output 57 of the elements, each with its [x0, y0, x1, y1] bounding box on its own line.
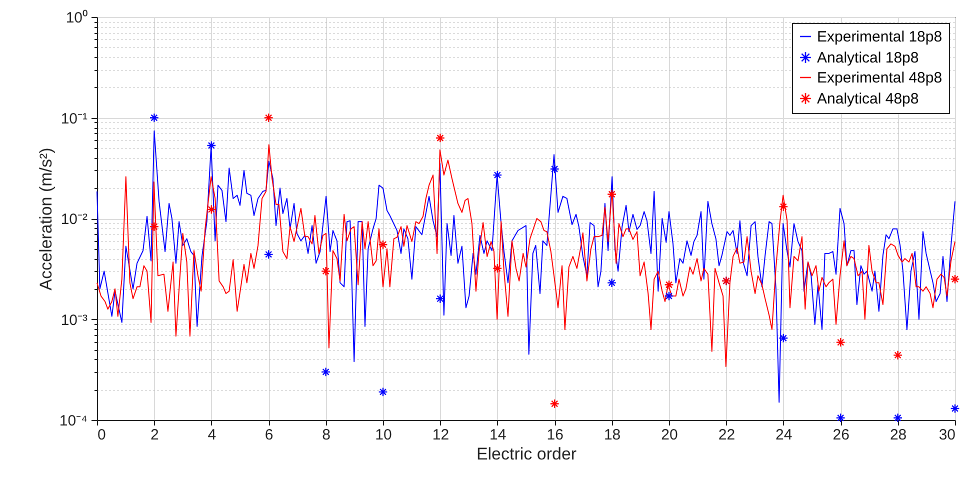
x-tick-label: 20 [661, 426, 678, 444]
x-tick-label: 22 [718, 426, 736, 444]
point [149, 222, 159, 232]
point [836, 413, 846, 423]
y-tick-label: 10⁻² [60, 211, 88, 228]
x-tick-label: 26 [832, 426, 850, 444]
x-tick-label: 14 [490, 426, 506, 444]
x-tick-label: 2 [150, 426, 159, 444]
point [264, 250, 274, 260]
x-tick-label: 6 [264, 426, 274, 444]
x-tick-label: 10 [375, 426, 392, 444]
point [435, 133, 445, 143]
point [206, 140, 216, 150]
point [950, 404, 960, 414]
point [778, 202, 788, 212]
y-tick-label: 10⁻⁴ [59, 412, 88, 430]
x-tick-label: 16 [546, 426, 564, 444]
point [664, 291, 674, 301]
x-axis-title: Electric order [476, 444, 577, 464]
point [836, 338, 846, 348]
legend-label: Experimental 18p8 [817, 28, 942, 46]
x-tick-label: 24 [776, 426, 792, 444]
legend-label: Analytical 18p8 [817, 50, 919, 66]
point [550, 164, 560, 174]
x-tick-label: 4 [208, 426, 216, 444]
point [321, 367, 331, 377]
point [664, 280, 674, 290]
x-tick-label: 28 [890, 426, 907, 444]
point [378, 387, 388, 397]
point [778, 333, 788, 343]
x-tick-label: 0 [98, 426, 106, 444]
point [893, 350, 903, 360]
point [893, 413, 903, 423]
y-tick-label: 10⁻¹ [60, 110, 88, 128]
x-tick-label: 30 [938, 426, 956, 444]
y-tick-label: 10⁰ [66, 10, 88, 26]
y-axis-title: Acceleration (m/s²) [36, 148, 56, 290]
point [550, 398, 560, 409]
point [206, 204, 216, 214]
point [321, 266, 331, 276]
line-series [96, 144, 956, 367]
legend-label: Experimental 48p8 [817, 70, 942, 86]
point [492, 170, 502, 180]
point [607, 189, 617, 200]
point [492, 264, 502, 274]
y-tick-label: 10⁻³ [60, 312, 88, 329]
point [149, 112, 159, 123]
point [950, 274, 960, 284]
x-tick-label: 8 [322, 426, 330, 444]
point [378, 240, 388, 250]
point [435, 294, 445, 304]
x-tick-label: 18 [604, 426, 621, 444]
legend-label: Analytical 48p8 [817, 90, 919, 108]
line-series [96, 130, 956, 403]
x-tick-label: 12 [432, 426, 450, 444]
point [607, 278, 617, 288]
point [264, 112, 274, 123]
